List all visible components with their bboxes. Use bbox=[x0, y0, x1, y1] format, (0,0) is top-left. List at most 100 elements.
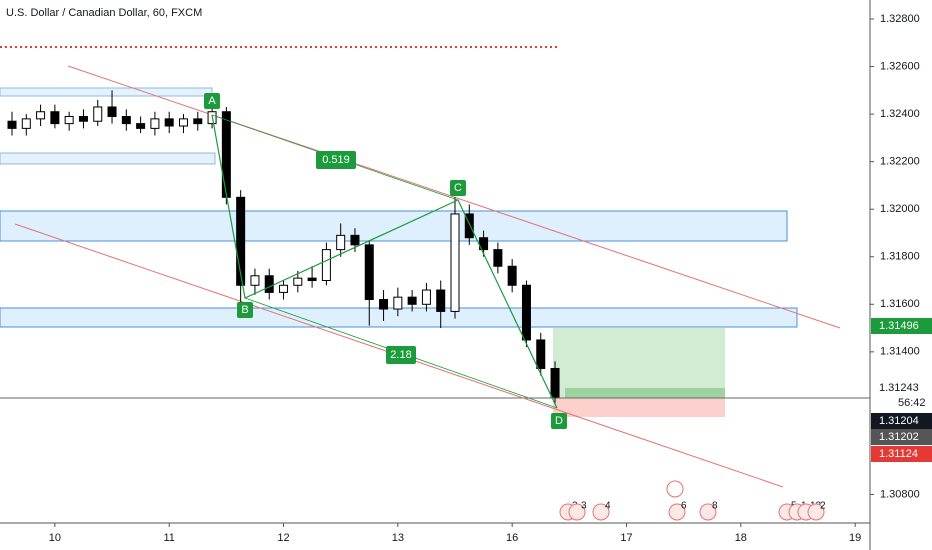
y-tick-label: 1.32800 bbox=[880, 13, 920, 25]
candle-body bbox=[350, 234, 360, 246]
candle-body bbox=[536, 339, 546, 369]
event-count: 2 bbox=[820, 501, 826, 512]
price-label: 1.31243 bbox=[879, 382, 919, 394]
profit-zone bbox=[565, 388, 725, 398]
candle-body bbox=[21, 118, 31, 129]
y-tick-label: 1.32600 bbox=[880, 60, 920, 72]
event-icon bbox=[568, 503, 586, 521]
x-tick-label: 12 bbox=[277, 532, 289, 544]
y-tick-label: 1.32400 bbox=[880, 108, 920, 120]
candle-body bbox=[293, 277, 303, 286]
price-badge bbox=[871, 446, 932, 462]
candle-body bbox=[150, 118, 160, 129]
zone bbox=[0, 307, 798, 328]
x-tick-label: 18 bbox=[735, 532, 747, 544]
candle-body bbox=[421, 289, 431, 305]
price-label: 1.31496 bbox=[879, 320, 919, 332]
y-tick-label: 1.31800 bbox=[880, 251, 920, 263]
candle-body bbox=[121, 115, 131, 125]
candle-body bbox=[107, 106, 117, 117]
event-count: 3 bbox=[581, 501, 587, 512]
price-label: 1.31204 bbox=[879, 415, 919, 427]
point-badge bbox=[450, 180, 466, 196]
candle-body bbox=[407, 296, 417, 305]
candle-body bbox=[364, 244, 374, 301]
point-label: C bbox=[454, 182, 462, 194]
candle-body bbox=[36, 111, 46, 120]
ratio-label: 2.18 bbox=[390, 349, 411, 361]
candle-body bbox=[393, 296, 403, 310]
candle-body bbox=[164, 118, 174, 127]
y-tick-label: 1.30800 bbox=[880, 488, 920, 500]
countdown: 56:42 bbox=[898, 397, 926, 409]
price-label: 1.31202 bbox=[879, 431, 919, 443]
zone bbox=[0, 87, 213, 97]
candle-body bbox=[379, 299, 389, 310]
point-label: A bbox=[208, 95, 216, 107]
stop-zone bbox=[553, 398, 725, 417]
candle-body bbox=[279, 284, 289, 293]
y-tick-label: 1.31600 bbox=[880, 298, 920, 310]
candle-body bbox=[550, 367, 560, 398]
candle-body bbox=[464, 213, 474, 239]
candle-body bbox=[264, 275, 274, 293]
zone bbox=[0, 210, 788, 242]
candle-body bbox=[336, 234, 346, 251]
y-tick-label: 1.31400 bbox=[880, 346, 920, 358]
candle-body bbox=[78, 115, 88, 122]
ratio-badge bbox=[316, 151, 356, 169]
candle-body bbox=[178, 118, 188, 127]
chart-title: U.S. Dollar / Canadian Dollar, 60, FXCM bbox=[6, 7, 202, 19]
event-icon bbox=[592, 503, 610, 521]
x-tick-label: 16 bbox=[506, 532, 518, 544]
x-tick-label: 10 bbox=[49, 532, 61, 544]
target-zone bbox=[553, 328, 725, 398]
price-badge bbox=[871, 413, 932, 429]
candle-body bbox=[507, 265, 517, 286]
candle-body bbox=[250, 275, 260, 286]
candle-body bbox=[136, 123, 146, 129]
countdown-badge bbox=[871, 396, 932, 410]
ratio-label: 0.519 bbox=[322, 154, 350, 166]
event-count: 8 bbox=[712, 501, 718, 512]
event-icon bbox=[807, 503, 825, 521]
candle-body bbox=[93, 106, 103, 122]
point-badge bbox=[237, 302, 253, 318]
ratio-badge bbox=[386, 346, 416, 364]
candle-body bbox=[221, 111, 231, 198]
candle-body bbox=[236, 196, 246, 286]
event-icon bbox=[666, 480, 684, 498]
channel-line bbox=[67, 65, 841, 329]
x-tick-label: 19 bbox=[849, 532, 861, 544]
candle-body bbox=[64, 115, 74, 125]
y-tick-label: 1.32000 bbox=[880, 203, 920, 215]
x-tick-label: 13 bbox=[392, 532, 404, 544]
zone bbox=[0, 152, 216, 165]
candle-body bbox=[193, 118, 203, 125]
candle-body bbox=[450, 213, 460, 312]
price-badge bbox=[871, 318, 932, 334]
event-count: 6 bbox=[681, 501, 687, 512]
candle-body bbox=[493, 249, 503, 267]
event-count: 4 bbox=[605, 501, 611, 512]
x-tick-label: 11 bbox=[163, 532, 174, 544]
candle-body bbox=[321, 249, 331, 282]
point-label: B bbox=[241, 304, 248, 316]
price-label: 1.31124 bbox=[879, 448, 918, 460]
point-label: D bbox=[555, 415, 563, 427]
y-tick-label: 1.32200 bbox=[880, 156, 920, 168]
event-icon bbox=[699, 503, 717, 521]
price-badge bbox=[871, 380, 932, 396]
x-tick-label: 17 bbox=[620, 532, 632, 544]
candle-body bbox=[50, 111, 60, 125]
point-badge bbox=[551, 413, 567, 429]
candle-body bbox=[436, 289, 446, 312]
candle-body bbox=[521, 284, 531, 341]
event-icon bbox=[668, 503, 686, 521]
candle-body bbox=[7, 120, 17, 129]
abcd-pattern bbox=[211, 114, 558, 409]
candle-body bbox=[307, 277, 317, 282]
point-badge bbox=[204, 93, 220, 109]
candle-body bbox=[479, 237, 489, 251]
